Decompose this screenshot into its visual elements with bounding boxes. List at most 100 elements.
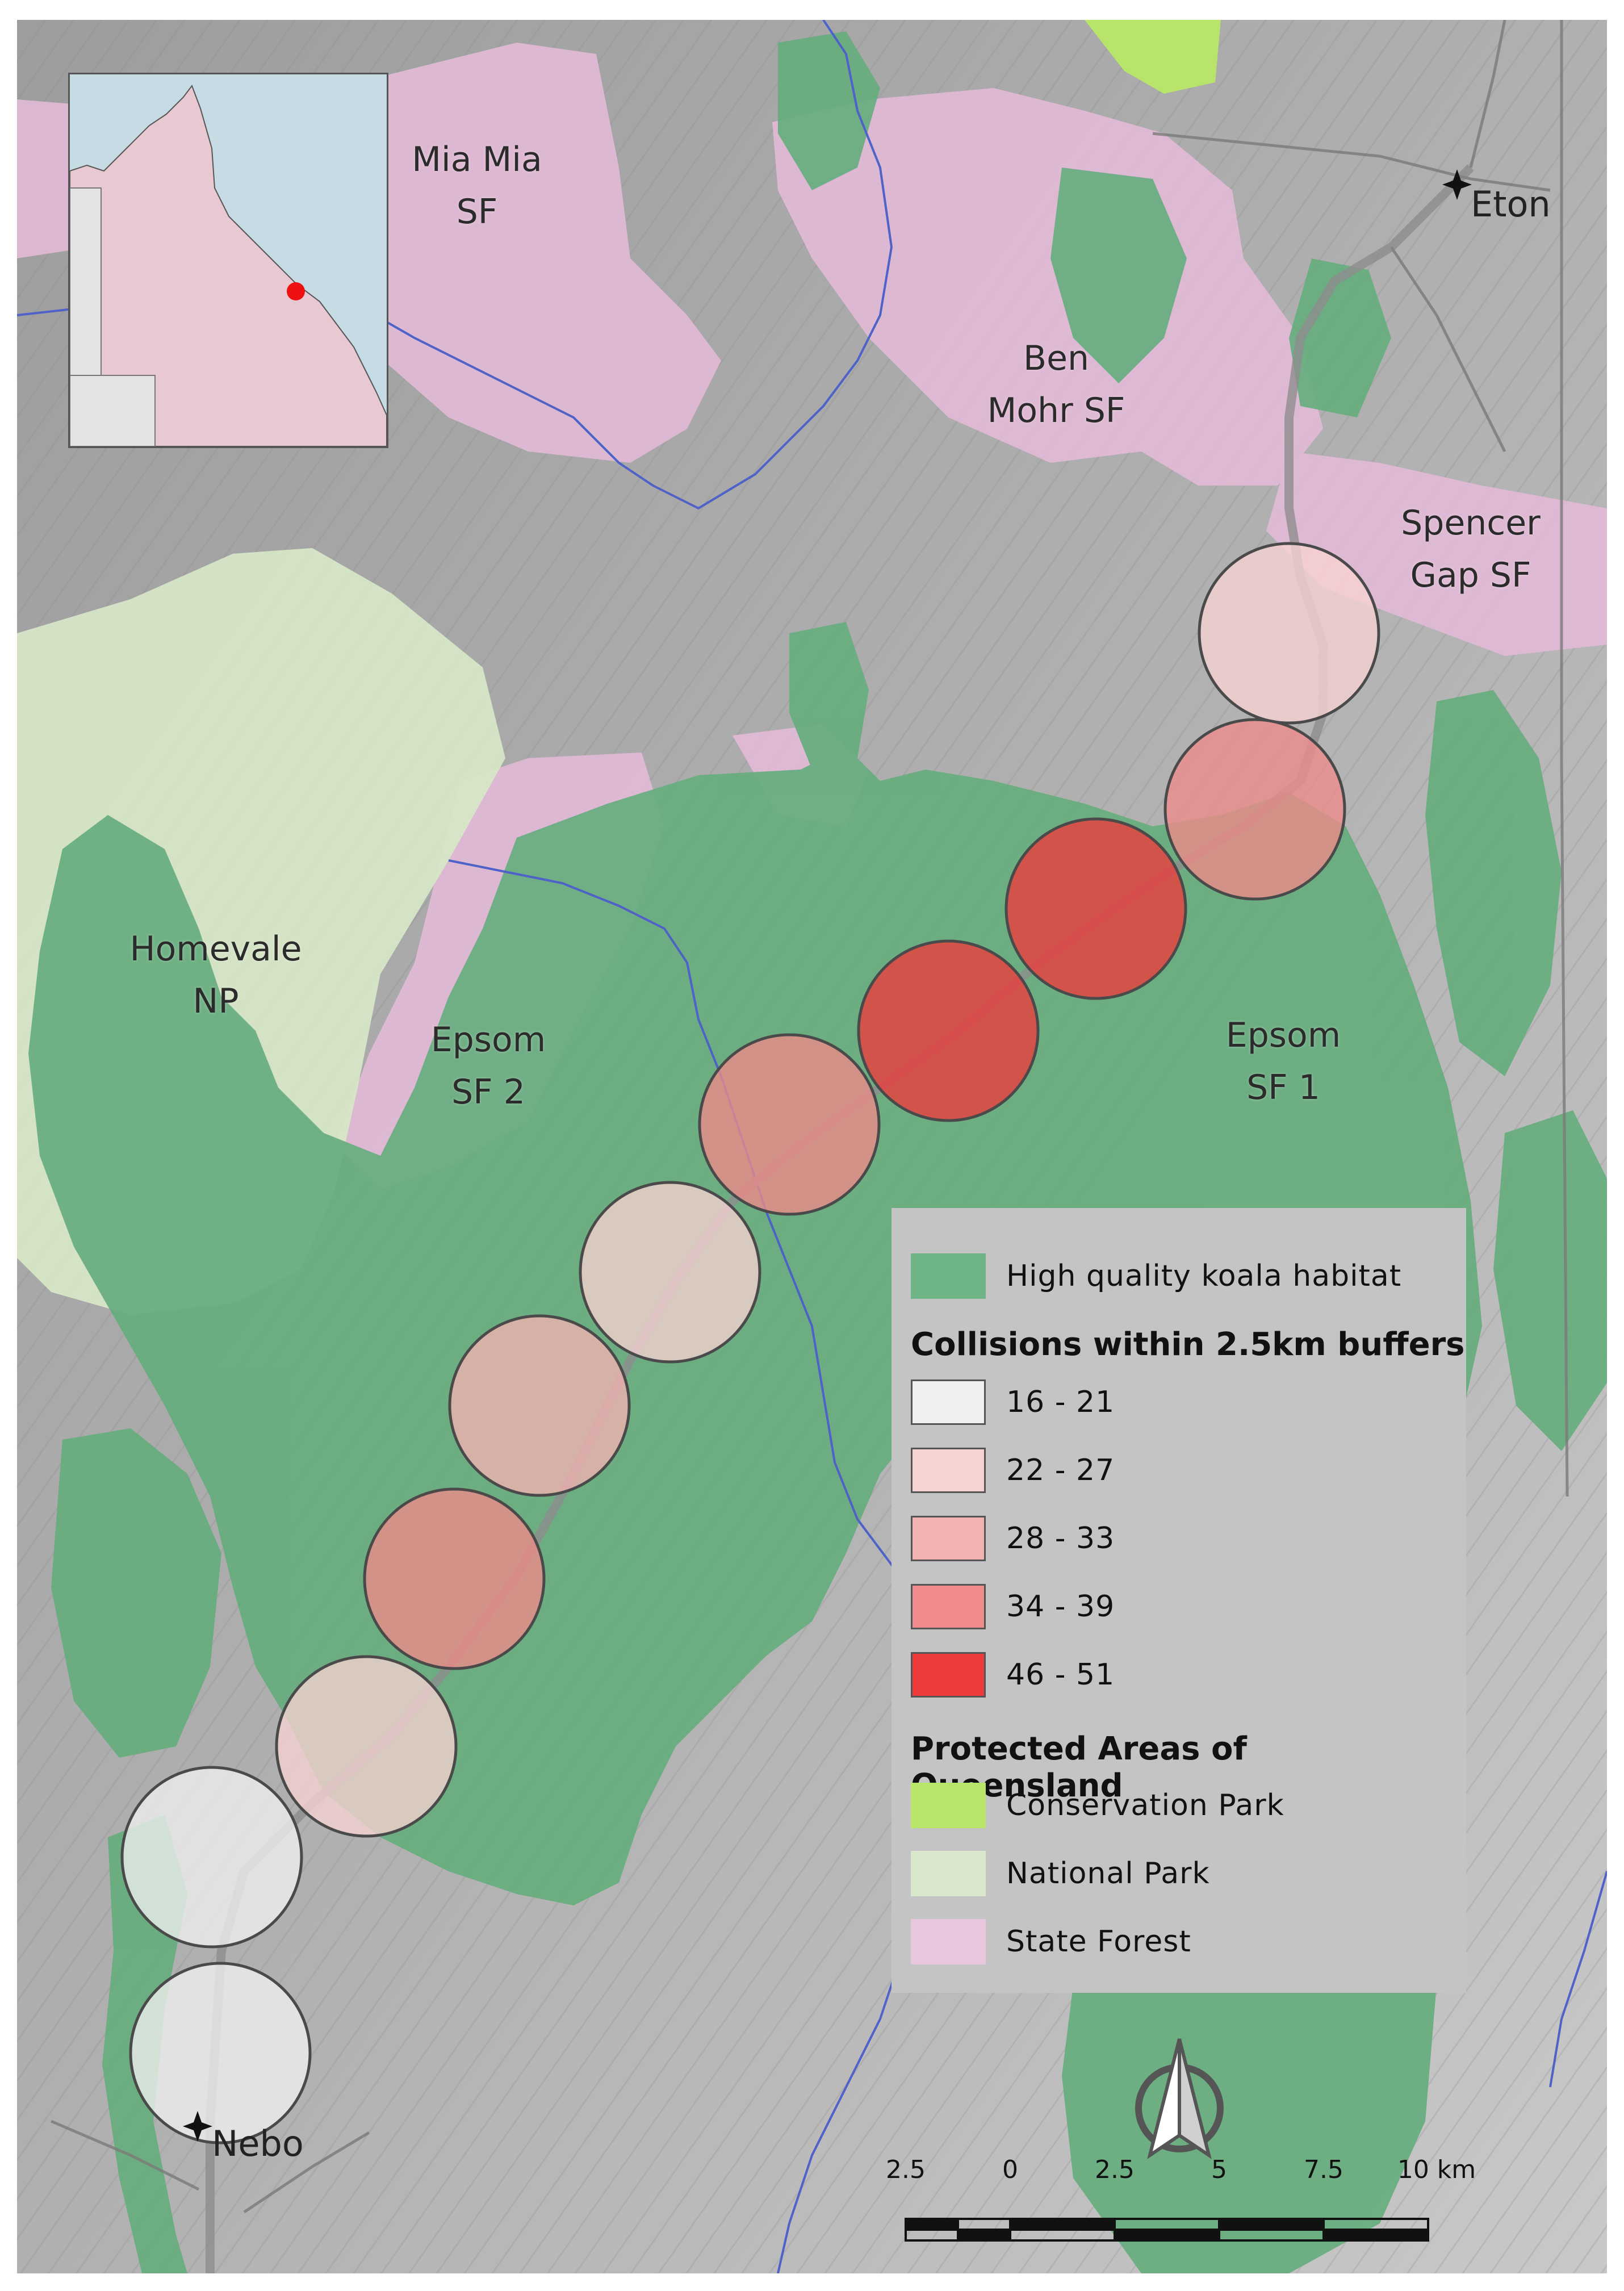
spencer-gap-state-forest bbox=[1266, 451, 1607, 656]
scale-bar-segment bbox=[958, 2230, 1010, 2240]
collision-buffer-circle bbox=[1004, 817, 1187, 1000]
eton-town-label: Eton bbox=[1471, 183, 1551, 225]
koala-habitat-southwest bbox=[51, 1428, 221, 1758]
legend-class-row: 22 - 27 bbox=[911, 1446, 1115, 1494]
road bbox=[243, 2131, 370, 2214]
inset-west-land bbox=[70, 187, 102, 376]
legend-class-row: 28 - 33 bbox=[911, 1515, 1115, 1562]
collision-buffer-circle bbox=[1163, 718, 1346, 901]
collision-buffer-circle bbox=[448, 1314, 631, 1497]
label-line: Ben bbox=[1023, 338, 1090, 378]
legend-class-label: 22 - 27 bbox=[1006, 1453, 1115, 1487]
legend-habitat-row: High quality koala habitat bbox=[911, 1252, 1401, 1300]
legend-class-label: 16 - 21 bbox=[1006, 1385, 1115, 1419]
river bbox=[777, 1950, 904, 2273]
collision-buffer-circle bbox=[275, 1655, 458, 1838]
label-line: Epsom bbox=[430, 1020, 546, 1060]
scale-bar-segment bbox=[1010, 2219, 1115, 2230]
road bbox=[51, 2119, 200, 2191]
queensland-inset-map bbox=[68, 73, 388, 448]
label-line: Homevale bbox=[129, 929, 302, 969]
collision-buffer-circle bbox=[698, 1033, 881, 1216]
epsom-sf-2-label: Epsom SF 2 bbox=[380, 1014, 596, 1118]
koala-habitat-east bbox=[1425, 690, 1562, 1076]
north-arrow-left-half bbox=[1147, 2038, 1181, 2159]
nebo-town-label: Nebo bbox=[212, 2123, 304, 2164]
label-line: Spencer bbox=[1401, 503, 1541, 543]
road bbox=[1152, 132, 1551, 192]
scale-bar-tick-label: 2.5 bbox=[886, 2155, 926, 2184]
legend-class-swatch bbox=[911, 1379, 986, 1425]
legend-class-swatch bbox=[911, 1652, 986, 1698]
koala-habitat-east bbox=[1493, 1110, 1607, 1451]
legend-class-swatch bbox=[911, 1448, 986, 1493]
collision-buffer-circle bbox=[857, 939, 1040, 1122]
collision-buffer-circle bbox=[120, 1766, 303, 1949]
legend-protected-title: Protected Areas of Queensland bbox=[911, 1730, 1247, 1804]
scale-bar-graphic bbox=[905, 2218, 1429, 2242]
collision-buffer-circle bbox=[363, 1487, 546, 1670]
legend-class-row: National Park bbox=[911, 1850, 1210, 1897]
label-line: Mia Mia bbox=[412, 140, 542, 179]
legend-class-label: 46 - 51 bbox=[1006, 1658, 1115, 1692]
inset-study-location-marker bbox=[287, 282, 305, 300]
inset-map-canvas bbox=[70, 74, 387, 446]
koala-habitat-south bbox=[1062, 1962, 1437, 2273]
collision-buffer-circle bbox=[129, 1962, 312, 2144]
road bbox=[1560, 20, 1569, 1497]
road bbox=[1389, 246, 1506, 453]
legend-habitat-swatch bbox=[911, 1253, 986, 1299]
legend-class-swatch bbox=[911, 1851, 986, 1896]
collision-buffers bbox=[120, 542, 1380, 2144]
legend-class-row: 46 - 51 bbox=[911, 1651, 1115, 1699]
legend-class-label: Conservation Park bbox=[1006, 1788, 1284, 1822]
road bbox=[1469, 20, 1506, 168]
scale-bar-tick-label: 5 bbox=[1211, 2155, 1227, 2184]
scale-bar: 2.5 0 2.5 5 7.5 10 km bbox=[874, 2155, 1499, 2246]
legend-class-swatch bbox=[911, 1516, 986, 1561]
eton-town-marker bbox=[1442, 169, 1472, 200]
koala-habitat-northeast bbox=[1289, 258, 1391, 417]
koala-habitat-northeast bbox=[789, 622, 869, 770]
legend-class-swatch bbox=[911, 1584, 986, 1629]
legend-class-swatch bbox=[911, 1783, 986, 1828]
inset-south-land bbox=[70, 375, 156, 446]
map-frame: Mia Mia SF Ben Mohr SF Spencer Gap SF Ho… bbox=[17, 20, 1607, 2273]
legend-class-row: State Forest bbox=[911, 1918, 1191, 1966]
conservation-park bbox=[1085, 20, 1221, 94]
label-line: SF bbox=[456, 192, 498, 232]
legend-class-row: 34 - 39 bbox=[911, 1583, 1115, 1631]
legend-habitat-label: High quality koala habitat bbox=[1006, 1259, 1402, 1293]
label-line: SF 1 bbox=[1246, 1068, 1320, 1107]
scale-bar-tick-label: 2.5 bbox=[1095, 2155, 1135, 2184]
north-arrow-right-half bbox=[1178, 2038, 1212, 2159]
legend-class-row: Conservation Park bbox=[911, 1782, 1284, 1829]
ben-mohr-sf-label: Ben Mohr SF bbox=[948, 332, 1164, 437]
legend-class-label: 34 - 39 bbox=[1006, 1590, 1115, 1624]
inset-queensland-land bbox=[70, 84, 387, 446]
label-line: Gap SF bbox=[1410, 555, 1531, 595]
koala-habitat-north bbox=[778, 31, 880, 190]
legend-class-label: National Park bbox=[1006, 1857, 1210, 1891]
town-markers bbox=[183, 169, 1472, 2142]
scale-bar-segment bbox=[1219, 2219, 1324, 2230]
legend-class-swatch bbox=[911, 1919, 986, 1964]
label-line: Epsom bbox=[1225, 1015, 1341, 1055]
river bbox=[1549, 1871, 1607, 2088]
scale-bar-tick-label: 7.5 bbox=[1304, 2155, 1343, 2184]
homevale-np-label: Homevale NP bbox=[108, 923, 324, 1027]
label-line: Mohr SF bbox=[987, 391, 1125, 430]
epsom-sf-1-label: Epsom SF 1 bbox=[1175, 1009, 1391, 1114]
north-arrow-icon bbox=[1135, 2038, 1224, 2159]
legend: High quality koala habitat Collisions wi… bbox=[891, 1208, 1466, 1993]
scale-bar-segment bbox=[1324, 2230, 1428, 2240]
collision-buffer-circle bbox=[1198, 542, 1380, 725]
scale-bar-tick-label: 0 bbox=[1002, 2155, 1018, 2184]
legend-class-label: 28 - 33 bbox=[1006, 1521, 1115, 1556]
collision-buffer-circle bbox=[579, 1181, 761, 1364]
label-line: SF 2 bbox=[451, 1072, 525, 1112]
nebo-town-marker bbox=[183, 2111, 212, 2142]
legend-class-row: 16 - 21 bbox=[911, 1378, 1115, 1426]
legend-class-label: State Forest bbox=[1006, 1925, 1191, 1959]
legend-collisions-title: Collisions within 2.5km buffers bbox=[911, 1326, 1465, 1363]
